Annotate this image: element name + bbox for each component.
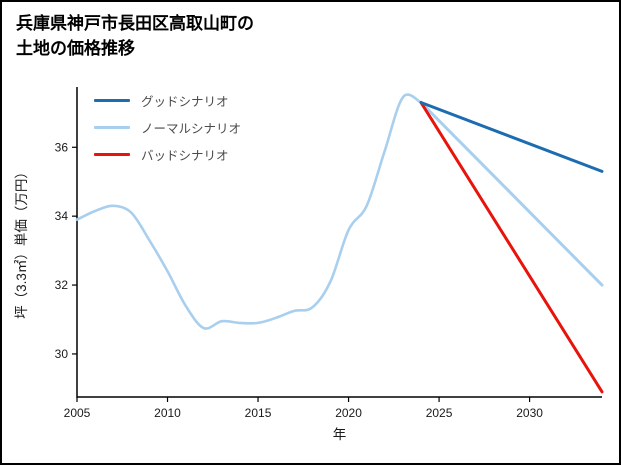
legend-label-good-scenario: グッドシナリオ [141, 94, 229, 109]
x-tick-label: 2020 [335, 406, 362, 420]
y-tick-label: 34 [55, 209, 69, 223]
y-axis-label: 坪（3.3㎡）単価（万円） [14, 165, 29, 319]
x-axis-label: 年 [333, 427, 347, 442]
scenario-line-2 [419, 101, 604, 394]
x-tick-label: 2015 [245, 406, 272, 420]
history-line [75, 93, 423, 330]
bad-scenario-line-swatch [94, 152, 130, 156]
good-scenario-line-swatch [94, 98, 130, 102]
x-tick-label: 2030 [516, 406, 543, 420]
x-tick-label: 2005 [64, 406, 91, 420]
legend-item-normal-scenario: ノーマルシナリオ [94, 119, 242, 136]
scenario-line-1 [419, 101, 604, 287]
normal-scenario-line-swatch [94, 125, 130, 129]
chart-title-line1: 兵庫県神戸市長田区高取山町の [16, 14, 254, 33]
legend-item-bad-scenario: バッドシナリオ [94, 146, 241, 163]
chart-title-line2: 土地の価格推移 [16, 38, 135, 58]
legend: グッドシナリオ ノーマルシナリオ バッドシナリオ [94, 92, 242, 163]
y-tick-label: 32 [55, 278, 69, 292]
legend-label-normal-scenario: ノーマルシナリオ [141, 121, 242, 136]
chart-title: 兵庫県神戸市長田区高取山町の 土地の価格推移 [16, 12, 254, 61]
x-tick-label: 2025 [426, 406, 453, 420]
y-tick-label: 36 [55, 140, 69, 154]
legend-item-good-scenario: グッドシナリオ [94, 92, 241, 109]
scenario-line-0 [419, 101, 604, 173]
legend-label-bad-scenario: バッドシナリオ [141, 148, 229, 163]
x-tick-label: 2010 [154, 406, 181, 420]
y-tick-label: 30 [55, 347, 69, 361]
